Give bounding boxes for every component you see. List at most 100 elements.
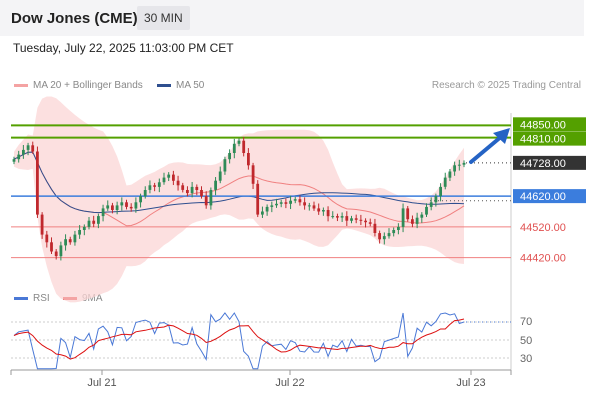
level-tag-resistance — [513, 131, 586, 146]
candle-body — [289, 200, 292, 204]
candle-body — [195, 186, 199, 190]
candle-body — [167, 174, 171, 178]
level-label-support: 44420.00 — [520, 253, 566, 265]
candle-body — [359, 219, 363, 221]
candle-body — [214, 180, 217, 190]
candle-body — [143, 190, 147, 197]
candle-body — [457, 164, 461, 166]
candle-body — [45, 234, 49, 243]
candle-body — [97, 216, 100, 224]
candle-body — [162, 177, 166, 183]
candle-body — [148, 185, 152, 190]
x-label-jul22: Jul 22 — [275, 377, 304, 389]
candle-body — [186, 190, 189, 194]
candle-body — [73, 234, 77, 243]
candle-body — [340, 216, 344, 218]
candle-body — [275, 203, 278, 206]
credit-label: Research © 2025 Trading Central — [431, 80, 581, 91]
candle-body — [317, 208, 321, 212]
candle-body — [345, 216, 349, 221]
rsi-label-30: 30 — [520, 353, 532, 365]
candle-body — [31, 145, 35, 152]
level-label-pivot: 44620.00 — [520, 191, 566, 203]
candle-body — [64, 239, 67, 246]
candle-body — [54, 251, 58, 257]
candle-body — [453, 165, 456, 172]
candle-body — [115, 205, 119, 210]
x-label-jul21: Jul 21 — [87, 377, 116, 389]
candle-body — [265, 206, 269, 212]
candle-body — [228, 153, 231, 160]
candle-body — [256, 183, 260, 215]
candle-body — [247, 153, 250, 166]
candle-body — [134, 202, 138, 209]
candle-body — [261, 211, 264, 215]
candle-body — [270, 205, 274, 207]
candle-body — [157, 182, 161, 187]
x-label-jul23: Jul 23 — [456, 377, 485, 389]
candle-body — [120, 202, 124, 206]
rsi-line — [13, 312, 465, 370]
ma50-label: MA 50 — [176, 80, 205, 91]
candle-body — [101, 208, 105, 217]
candle-body — [331, 216, 335, 218]
level-label-support: 44520.00 — [520, 222, 566, 234]
legend-ma20: MA 20 + Bollinger Bands — [14, 80, 143, 91]
ma20-swatch — [14, 83, 28, 87]
candle-body — [326, 210, 330, 217]
interval-button[interactable]: 30 MIN — [137, 6, 190, 30]
candle-body — [322, 210, 325, 212]
candle-body — [111, 205, 114, 210]
candle-body — [232, 143, 236, 153]
candle-body — [242, 140, 246, 153]
candle-body — [190, 186, 194, 194]
candle-body — [307, 205, 311, 207]
candle-body — [434, 196, 438, 203]
candle-body — [448, 171, 452, 178]
candle-body — [298, 199, 302, 203]
candle-body — [382, 236, 386, 240]
candle-body — [411, 219, 414, 224]
bollinger-band — [14, 96, 464, 303]
forecast-arrow-shaft — [469, 134, 504, 164]
candle-body — [378, 233, 381, 240]
candle-body — [392, 230, 396, 234]
candle-body — [373, 223, 377, 233]
candle-body — [368, 222, 372, 224]
candle-body — [50, 242, 53, 252]
level-label-last: 44728.00 — [520, 158, 566, 170]
rsi-layer — [13, 312, 511, 370]
candle-body — [406, 208, 410, 220]
candle-body — [82, 226, 86, 230]
candle-body — [279, 202, 283, 204]
candle-body — [420, 214, 424, 218]
candle-body — [401, 208, 405, 227]
rsi-label-70: 70 — [520, 316, 532, 328]
level-tag-last — [513, 155, 586, 170]
candle-body — [12, 159, 16, 162]
level-label-resistance: 44850.00 — [520, 119, 566, 131]
candle-body — [36, 151, 39, 215]
candle-body — [387, 233, 391, 237]
candle-body — [462, 162, 466, 165]
rsi-swatch — [14, 296, 28, 300]
candle-body — [92, 220, 96, 224]
candle-body — [181, 185, 185, 190]
candle-body — [439, 186, 442, 197]
candle-body — [354, 218, 358, 220]
candle-body — [312, 205, 316, 209]
candle-body — [429, 202, 433, 207]
candle-body — [209, 190, 213, 206]
candle-body — [139, 196, 142, 203]
candle-body — [17, 154, 21, 160]
candle-body — [293, 199, 297, 201]
candle-body — [106, 205, 110, 209]
rsi-label-50: 50 — [520, 335, 532, 347]
rsi-9ma-line — [13, 318, 465, 360]
candle-body — [22, 149, 25, 155]
candle-body — [251, 165, 255, 184]
rsi-label: RSI — [33, 293, 50, 304]
ma20-label: MA 20 + Bollinger Bands — [33, 80, 143, 91]
forecast-arrow-icon — [493, 128, 510, 144]
